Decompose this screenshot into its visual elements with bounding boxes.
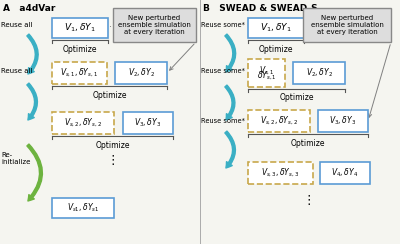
- Text: $V_3, \delta Y_3$: $V_3, \delta Y_3$: [134, 117, 162, 129]
- Text: $V_{s1}, \delta Y_{s1}$: $V_{s1}, \delta Y_{s1}$: [67, 202, 99, 214]
- FancyBboxPatch shape: [52, 62, 107, 84]
- Text: ⋮: ⋮: [106, 154, 119, 167]
- Text: Re-
initialize: Re- initialize: [1, 152, 30, 165]
- Text: $V_{s,2}, \delta Y_{s,2}$: $V_{s,2}, \delta Y_{s,2}$: [64, 117, 102, 129]
- Text: Optimize: Optimize: [92, 91, 127, 100]
- FancyBboxPatch shape: [113, 8, 196, 42]
- FancyBboxPatch shape: [293, 62, 345, 84]
- Text: $V_1, \delta Y_1$: $V_1, \delta Y_1$: [64, 22, 96, 34]
- Text: $V_1, \delta Y_1$: $V_1, \delta Y_1$: [260, 22, 292, 34]
- Text: $V_2, \delta Y_2$: $V_2, \delta Y_2$: [128, 67, 154, 79]
- Text: Reuse some*: Reuse some*: [201, 68, 245, 74]
- FancyBboxPatch shape: [320, 162, 370, 184]
- Text: $V_4, \delta Y_4$: $V_4, \delta Y_4$: [332, 167, 358, 179]
- Text: $V_{s,3}, \delta Y_{s,3}$: $V_{s,3}, \delta Y_{s,3}$: [262, 167, 300, 179]
- FancyBboxPatch shape: [303, 8, 391, 42]
- Text: B   SWEAD & SWEAD-S: B SWEAD & SWEAD-S: [203, 4, 318, 13]
- Text: Reuse all: Reuse all: [1, 22, 32, 28]
- FancyBboxPatch shape: [52, 198, 114, 218]
- FancyBboxPatch shape: [248, 110, 310, 132]
- FancyArrowPatch shape: [225, 131, 236, 168]
- Text: $V_{s,2}, \delta Y_{s,2}$: $V_{s,2}, \delta Y_{s,2}$: [260, 115, 298, 127]
- FancyArrowPatch shape: [27, 83, 38, 120]
- FancyArrowPatch shape: [225, 85, 235, 120]
- FancyBboxPatch shape: [115, 62, 167, 84]
- Text: Reuse all: Reuse all: [1, 68, 32, 74]
- Text: Optimize: Optimize: [259, 44, 293, 53]
- Text: New perturbed
ensemble simulation
at every iteration: New perturbed ensemble simulation at eve…: [310, 15, 384, 35]
- FancyBboxPatch shape: [318, 110, 368, 132]
- Text: $\delta Y_{s,1}$: $\delta Y_{s,1}$: [257, 69, 276, 82]
- FancyBboxPatch shape: [248, 18, 304, 38]
- Text: Optimize: Optimize: [291, 139, 325, 148]
- FancyArrowPatch shape: [225, 34, 236, 72]
- Text: Optimize: Optimize: [63, 44, 97, 53]
- Text: $V_{s,1}, \delta Y_{s,1}$: $V_{s,1}, \delta Y_{s,1}$: [60, 67, 98, 79]
- FancyBboxPatch shape: [52, 112, 114, 134]
- FancyBboxPatch shape: [248, 162, 313, 184]
- FancyArrowPatch shape: [27, 34, 38, 74]
- Text: $V_{s,1}$: $V_{s,1}$: [259, 64, 274, 77]
- Text: $V_2, \delta Y_2$: $V_2, \delta Y_2$: [306, 67, 332, 79]
- Text: ⋮: ⋮: [303, 194, 315, 207]
- Text: Reuse some*: Reuse some*: [201, 118, 245, 124]
- FancyBboxPatch shape: [248, 59, 285, 87]
- Text: $V_3, \delta Y_3$: $V_3, \delta Y_3$: [330, 115, 356, 127]
- Text: Optimize: Optimize: [279, 93, 314, 102]
- Text: Reuse some*: Reuse some*: [201, 22, 245, 28]
- FancyBboxPatch shape: [123, 112, 173, 134]
- FancyBboxPatch shape: [52, 18, 108, 38]
- Text: A   a4dVar: A a4dVar: [3, 4, 55, 13]
- Text: New perturbed
ensemble simulation
at every iteration: New perturbed ensemble simulation at eve…: [118, 15, 191, 35]
- Text: Optimize: Optimize: [95, 141, 130, 150]
- FancyArrowPatch shape: [27, 144, 42, 201]
